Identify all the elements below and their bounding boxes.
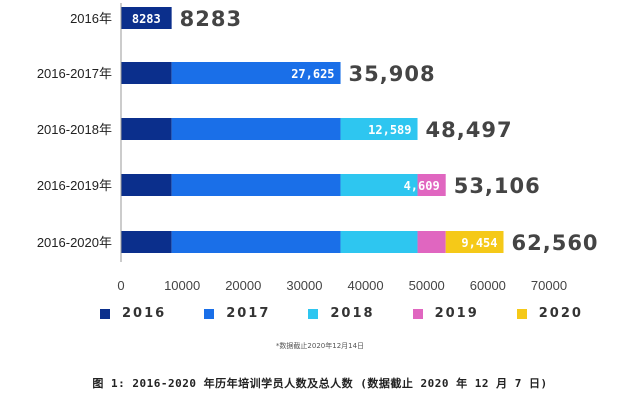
total-label: 48,497 — [426, 118, 513, 142]
x-tick-label: 0 — [117, 278, 124, 293]
bar-segment-2017 — [171, 231, 341, 253]
legend-swatch — [516, 308, 527, 319]
legend-label: 2018 — [330, 306, 375, 321]
legend-label: 2019 — [434, 306, 479, 321]
bar-segment-2019 — [417, 174, 446, 196]
data-label: 8283 — [132, 12, 161, 26]
figure-caption: 图 1: 2016-2020 年历年培训学员人数及总人数 (数据截止 2020 … — [92, 377, 548, 390]
legend-item: 2020 — [516, 306, 583, 321]
legend-swatch — [308, 308, 319, 319]
stacked-bar-chart: 2016年 8283 8283 2016-2017年 27,625 35,908 2016-… — [37, 3, 599, 293]
y-axis-label: 2016-2019年 — [37, 178, 112, 193]
bar-segment-2019 — [417, 231, 446, 253]
bar-segment-2016 — [121, 7, 172, 29]
data-label: 27,625 — [291, 67, 334, 81]
data-label: 4,609 — [404, 179, 440, 193]
bar-segment-2017 — [171, 174, 341, 196]
legend-label: 2020 — [538, 306, 583, 321]
total-label: 62,560 — [512, 231, 599, 255]
legend-label: 2016 — [122, 306, 167, 321]
bar-segment-2017 — [171, 62, 341, 84]
bar-segment-2020 — [445, 231, 504, 253]
y-axis-label: 2016年 — [70, 11, 112, 26]
y-axis-label: 2016-2020年 — [37, 235, 112, 250]
x-tick-label: 60000 — [470, 278, 506, 293]
bar-segment-2018 — [340, 118, 418, 140]
x-tick-label: 30000 — [286, 278, 322, 293]
legend-swatch — [412, 308, 423, 319]
total-label: 53,106 — [454, 174, 541, 198]
legend-item: 2016 — [100, 306, 166, 321]
bar-segment-2018 — [340, 231, 418, 253]
x-tick-label: 10000 — [164, 278, 200, 293]
bar-segment-2016 — [121, 118, 172, 140]
bar-segment-2018 — [340, 174, 418, 196]
data-label: 9,454 — [461, 236, 497, 250]
bar-segment-2017 — [171, 118, 341, 140]
total-label: 35,908 — [349, 62, 436, 86]
y-axis-label: 2016-2018年 — [37, 122, 112, 137]
legend-swatch — [100, 308, 110, 319]
legend-label: 2017 — [226, 306, 271, 321]
bar-segment-2016 — [121, 62, 172, 84]
data-label: 12,589 — [368, 123, 411, 137]
bar-segment-2016 — [121, 174, 172, 196]
total-label: 8283 — [180, 7, 242, 31]
x-tick-label: 50000 — [409, 278, 445, 293]
legend-item: 2017 — [204, 306, 270, 321]
legend-swatch — [204, 308, 215, 319]
y-axis-label: 2016-2017年 — [37, 66, 112, 81]
x-tick-label: 70000 — [531, 278, 567, 293]
legend-item: 2019 — [412, 306, 479, 321]
bar-segment-2016 — [121, 231, 172, 253]
legend-item: 2018 — [308, 306, 374, 321]
x-tick-label: 40000 — [347, 278, 383, 293]
x-tick-label: 20000 — [225, 278, 261, 293]
chart-legend: 2016 2017 2018 2019 2020 — [100, 306, 600, 321]
footnote: *数据截止2020年12月14日 — [275, 342, 365, 350]
